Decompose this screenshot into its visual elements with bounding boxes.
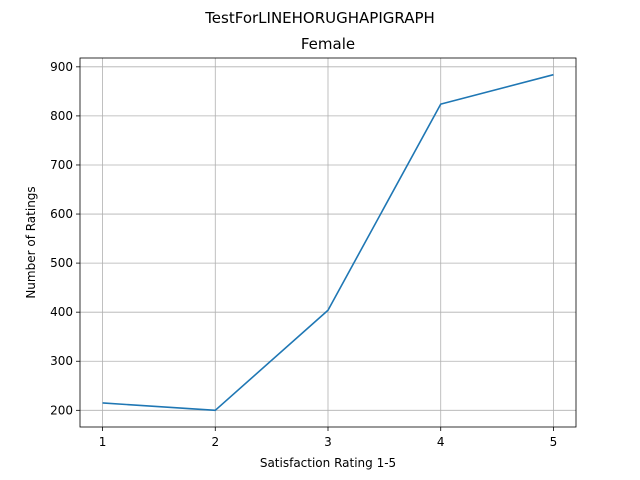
x-tick-label: 5: [550, 435, 558, 449]
x-tick-label: 4: [437, 435, 445, 449]
y-tick-label: 500: [50, 256, 73, 270]
chart-suptitle: TestForLINEHORUGHAPIGRAPH: [204, 9, 435, 27]
y-axis-label: Number of Ratings: [24, 186, 38, 298]
y-tick-label: 900: [50, 60, 73, 74]
x-tick-label: 3: [324, 435, 332, 449]
grid-lines: [80, 58, 576, 427]
y-tick-label: 200: [50, 403, 73, 417]
axis-ticks: 1 2 3 4 5 200 300 400 500 600 700 800 900: [50, 60, 557, 449]
y-tick-label: 700: [50, 158, 73, 172]
series-line: [102, 73, 554, 412]
y-tick-label: 600: [50, 207, 73, 221]
x-tick-label: 2: [211, 435, 219, 449]
chart-title: Female: [301, 35, 355, 53]
y-tick-label: 300: [50, 354, 73, 368]
plot-frame: [79, 57, 577, 428]
y-tick-label: 400: [50, 305, 73, 319]
series-layer: [102, 73, 554, 412]
x-tick-label: 1: [99, 435, 107, 449]
x-axis-label: Satisfaction Rating 1-5: [260, 456, 396, 470]
y-tick-label: 800: [50, 109, 73, 123]
